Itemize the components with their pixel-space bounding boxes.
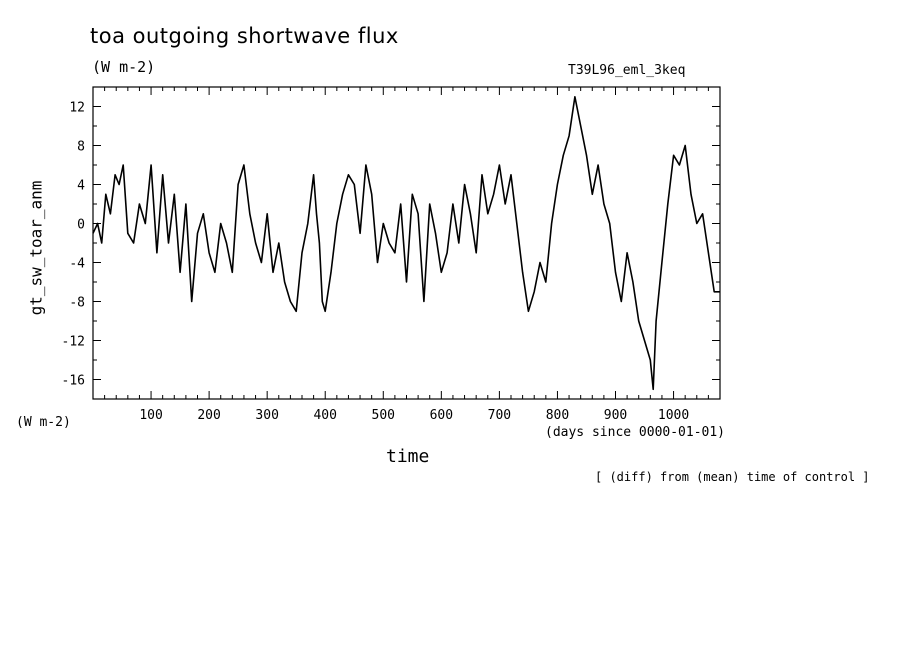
x-tick-labels: 100 200 300 400 500 600 700 800 900 1000 (139, 408, 689, 423)
y-axis-unit: (W m-2) (16, 415, 71, 430)
x-tick-label: 800 (546, 408, 569, 423)
footnote: [ (diff) from (mean) time of control ] (595, 470, 870, 484)
run-label: T39L96_eml_3keq (568, 63, 686, 78)
x-tick-label: 900 (604, 408, 627, 423)
y-tick-label: -16 (62, 374, 85, 389)
y-tick-label: -12 (62, 335, 85, 350)
x-tick-label: 400 (313, 408, 336, 423)
title-unit: (W m-2) (92, 58, 156, 76)
y-tick-label: 8 (77, 140, 85, 155)
y-tick-label: 12 (69, 101, 85, 116)
plot-frame (92, 86, 721, 400)
chart-title: toa outgoing shortwave flux (90, 24, 399, 48)
x-axis-unit: (days since 0000-01-01) (545, 425, 726, 440)
y-tick-labels: 12 8 4 0 -4 -8 -12 -16 (62, 101, 86, 389)
x-tick-label: 500 (372, 408, 395, 423)
y-tick-label: 0 (77, 218, 85, 233)
x-tick-label: 300 (255, 408, 278, 423)
y-tick-label: 4 (77, 179, 85, 194)
x-tick-label: 700 (488, 408, 511, 423)
x-tick-label: 100 (139, 408, 162, 423)
series-line (92, 96, 720, 391)
y-tick-label: -4 (69, 257, 85, 272)
tick-marks (93, 86, 720, 400)
y-tick-label: -8 (69, 296, 85, 311)
x-tick-label: 1000 (658, 408, 689, 423)
x-tick-label: 600 (430, 408, 453, 423)
x-tick-label: 200 (197, 408, 220, 423)
y-axis-label: gt_sw_toar_anm (26, 180, 46, 316)
x-axis-label: time (386, 446, 430, 467)
